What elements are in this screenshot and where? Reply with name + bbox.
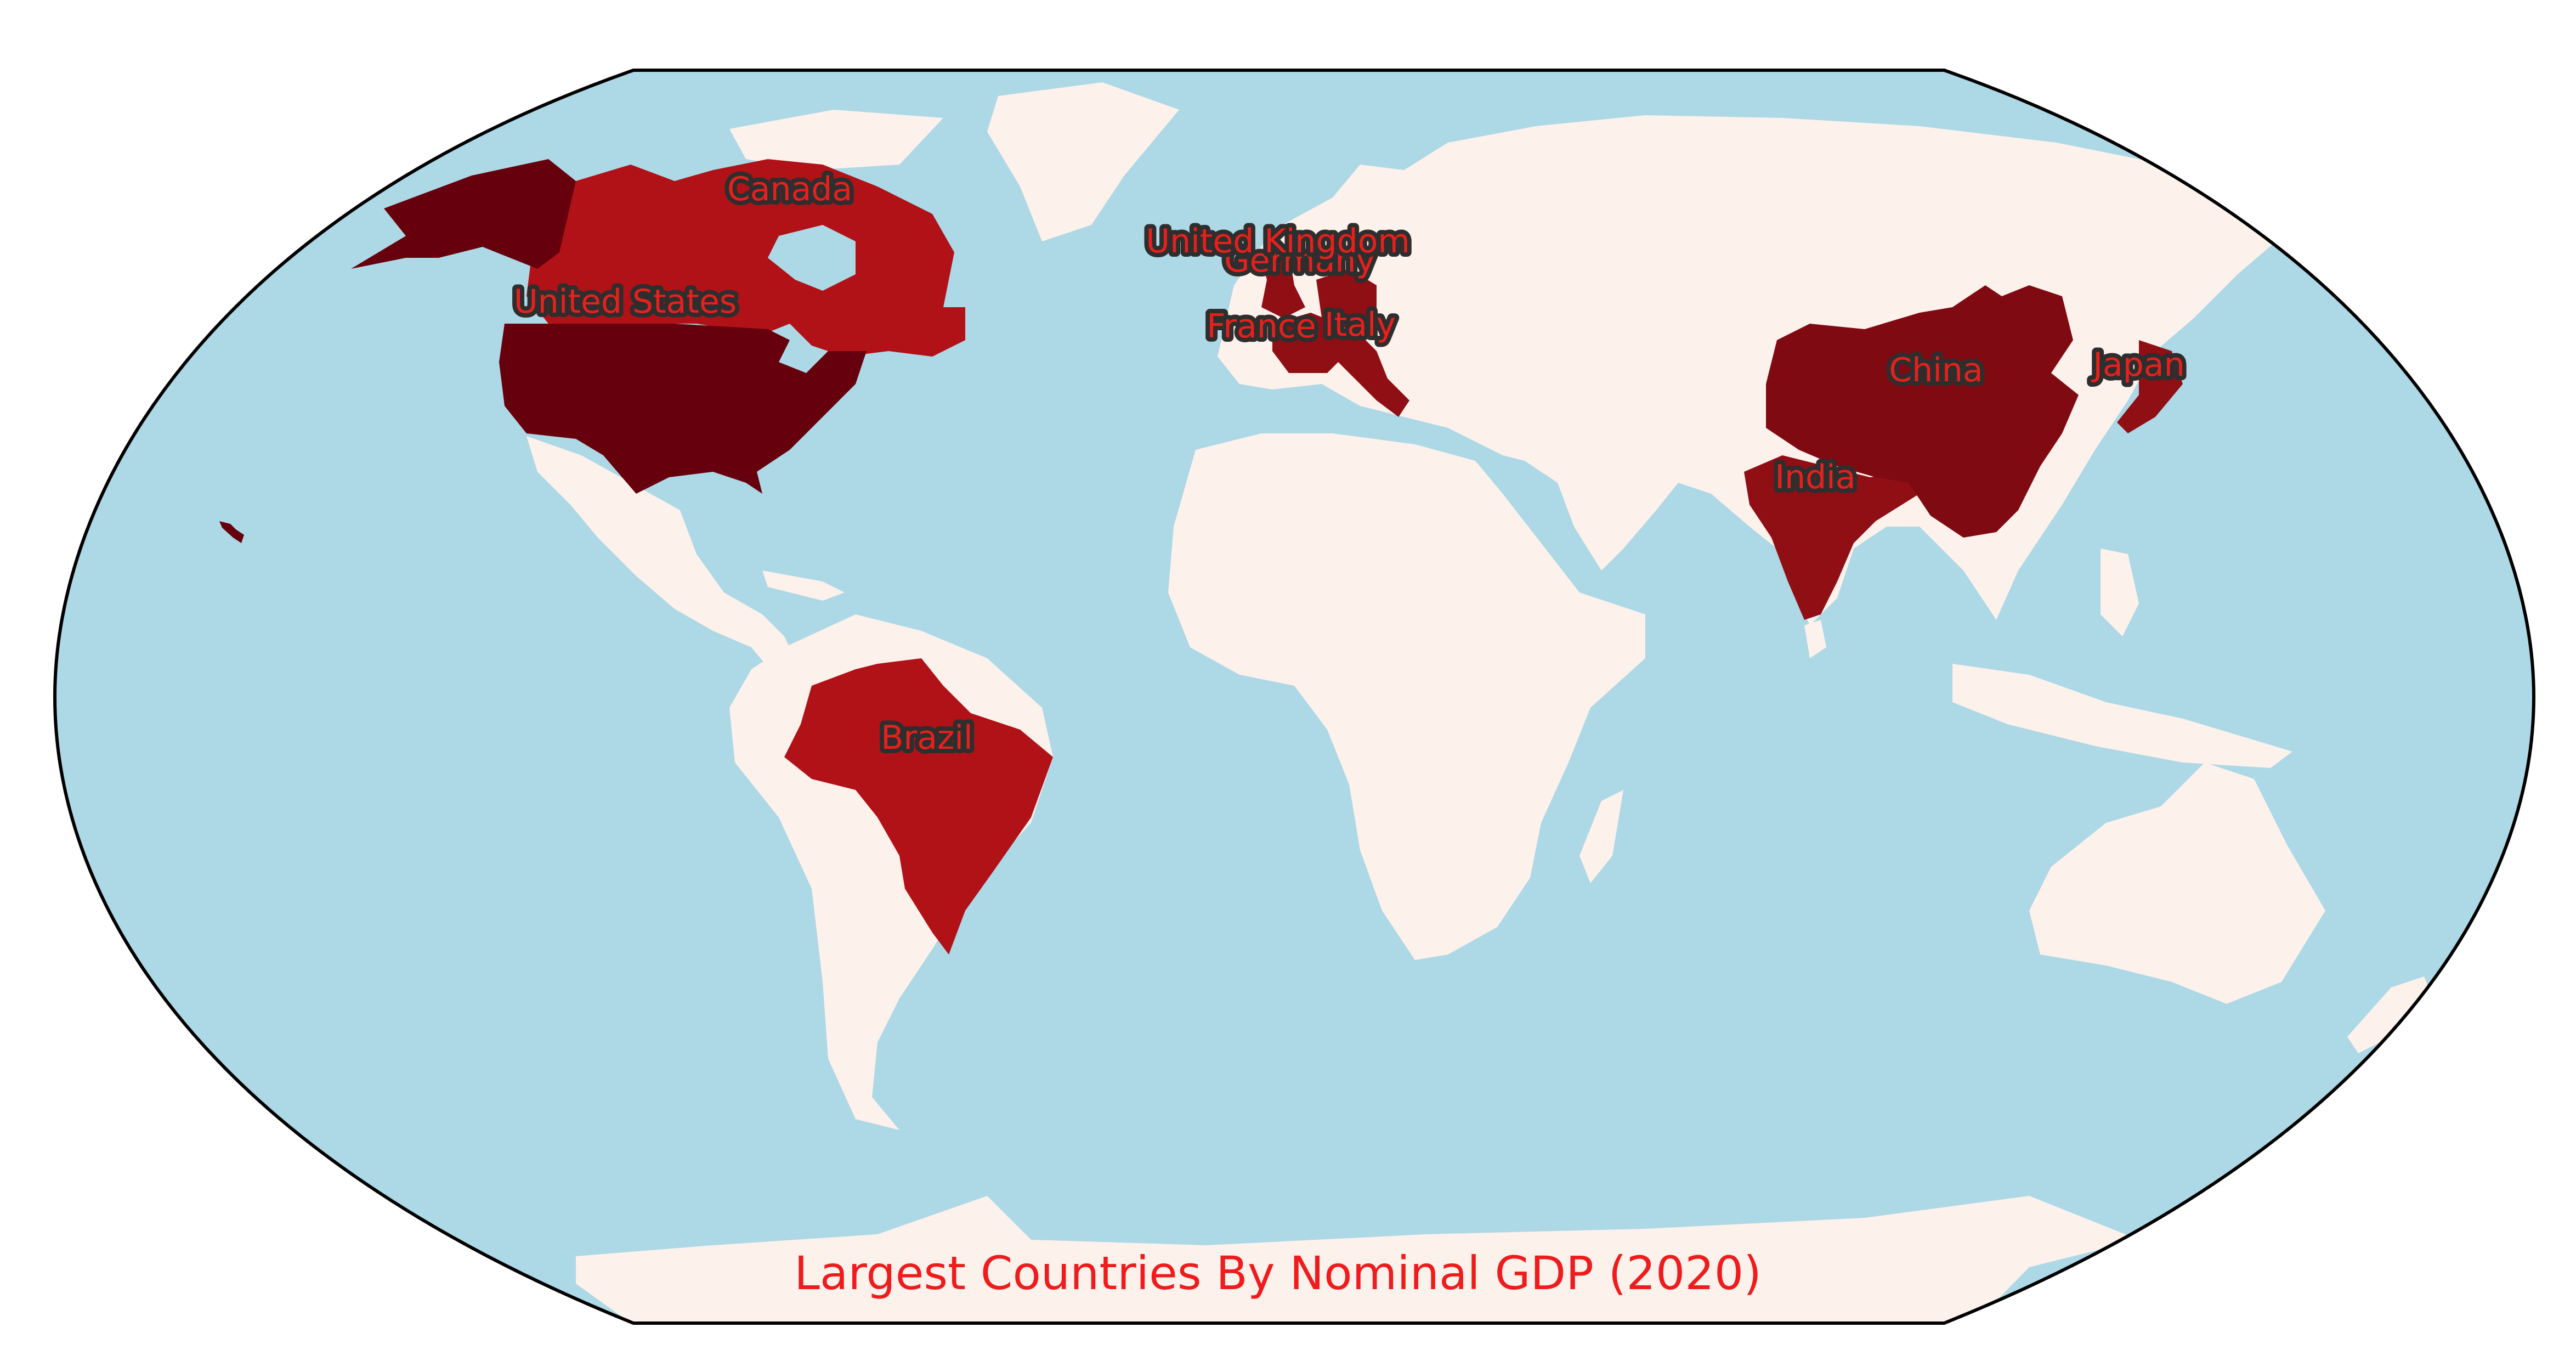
country-france[interactable] (1272, 313, 1344, 373)
country-china[interactable] (1766, 285, 2079, 538)
country-alaska[interactable] (351, 159, 576, 269)
country-canada[interactable] (526, 159, 965, 357)
country-united-kingdom[interactable] (1261, 241, 1305, 318)
country-brazil[interactable] (784, 658, 1053, 955)
label-italy: Italy (1324, 306, 1396, 344)
land-new-zealand (2347, 976, 2435, 1053)
land-caribbean (762, 571, 845, 601)
label-germany: Germany (1224, 241, 1375, 280)
label-india: India (1775, 458, 1855, 496)
country-india[interactable] (1744, 455, 1920, 620)
land-sri-lanka (1804, 620, 1826, 658)
land-philippines (2101, 549, 2139, 636)
label-china: China (1889, 351, 1983, 389)
globe-outline (53, 69, 2536, 1325)
land-antarctica (576, 1196, 2139, 1323)
label-united-states: United States (514, 283, 737, 321)
map-title: Largest Countries By Nominal GDP (2020) (794, 1246, 1762, 1300)
land-arctic-islands (729, 110, 943, 170)
country-italy[interactable] (1333, 335, 1409, 417)
land-africa (1168, 433, 1645, 960)
label-canada: Canada (727, 170, 852, 208)
hudson-bay (768, 225, 856, 291)
land-greenland (987, 82, 1179, 241)
land-australia (2029, 763, 2325, 1004)
country-united-states[interactable] (499, 324, 867, 494)
label-france: France (1207, 307, 1316, 346)
label-brazil: Brazil (881, 719, 972, 757)
land-central-america (526, 436, 801, 680)
country-japan[interactable] (2117, 340, 2183, 433)
country-hawaii[interactable] (219, 521, 244, 543)
label-japan: Japan (2091, 346, 2184, 384)
land-madagascar (1579, 790, 1623, 883)
label-united-kingdom: United Kingdom (1146, 222, 1410, 261)
country-germany[interactable] (1316, 269, 1377, 329)
land-indonesia (1952, 664, 2292, 768)
